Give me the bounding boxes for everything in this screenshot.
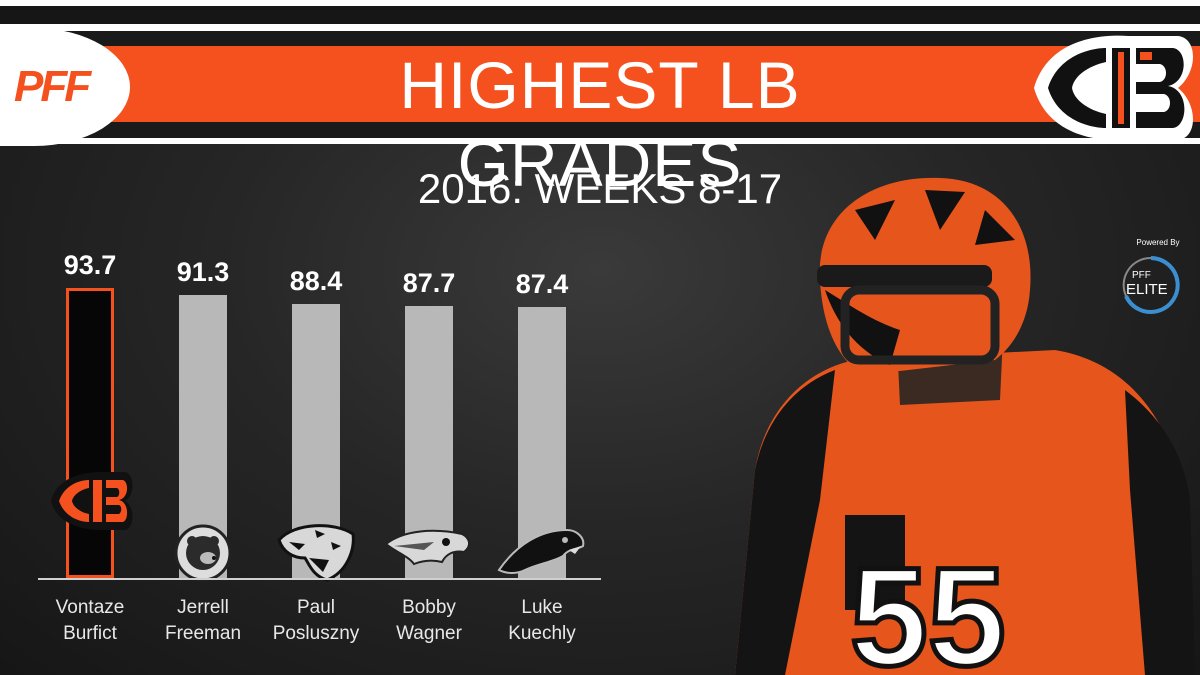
- bengals-icon: [47, 470, 133, 537]
- elite-logo-brand: PFF: [1132, 270, 1151, 281]
- category-label: Vontaze Burfict: [55, 597, 125, 644]
- player-photo: 55: [735, 177, 1195, 675]
- bar-chart: 93.7 Vontaze Burfict 91.3 Jerrell Freeman 88…: [47, 250, 587, 644]
- bar-value-label: 87.7: [402, 268, 456, 298]
- pff-elite-logo-icon: PFF ELITE: [1122, 256, 1180, 314]
- pff-logo: PFF: [14, 62, 91, 111]
- jaguars-icon: [275, 520, 357, 587]
- panthers-icon: [497, 520, 587, 587]
- category-label: Jerrell Freeman: [164, 597, 242, 644]
- bar-value-label: 88.4: [289, 266, 343, 296]
- bengals-logo-icon: [1034, 35, 1193, 141]
- chart-title: HIGHEST LB GRADES: [399, 48, 801, 200]
- bar-value-label: 93.7: [63, 250, 117, 280]
- seahawks-icon: [384, 520, 474, 587]
- category-label: Paul Posluszny: [272, 597, 360, 644]
- chart-subtitle: 2016: WEEKS 8-17: [417, 165, 783, 212]
- elite-logo-product: ELITE: [1126, 281, 1168, 298]
- x-axis-baseline: [38, 578, 601, 580]
- powered-by-label: Powered By: [1136, 238, 1180, 247]
- category-label: Luke Kuechly: [508, 597, 576, 644]
- jersey-number: 55: [850, 538, 1006, 675]
- bar-value-label: 87.4: [515, 269, 569, 299]
- bar-value-label: 91.3: [176, 257, 230, 287]
- bears-icon: [164, 522, 242, 589]
- header-band: [0, 0, 1200, 145]
- category-label: Bobby Wagner: [396, 597, 462, 644]
